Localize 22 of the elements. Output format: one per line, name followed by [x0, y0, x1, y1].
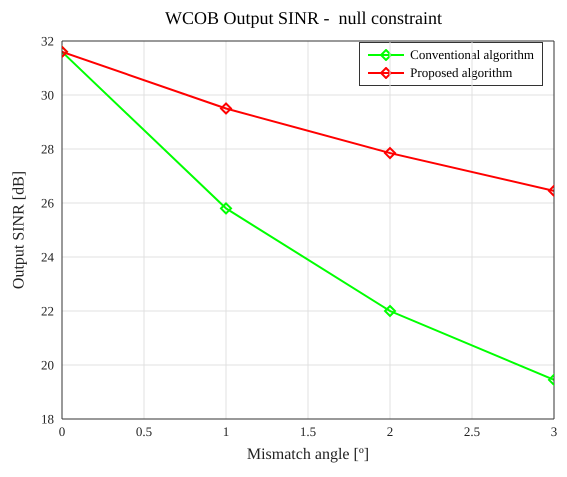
- point: [220, 202, 232, 214]
- y-tick-label: 18: [41, 412, 54, 427]
- y-tick-label: 24: [41, 250, 54, 265]
- x-tick-label: 1: [222, 424, 230, 440]
- x-tick-label: 0.5: [136, 424, 152, 440]
- legend-label: Conventional algorithm: [410, 46, 534, 64]
- x-tick-label: 2: [386, 424, 394, 440]
- x-tick-label: 1.5: [300, 424, 316, 440]
- y-tick-label: 26: [41, 196, 54, 211]
- y-tick-label: 22: [41, 304, 54, 319]
- x-tick-label: 3: [550, 424, 558, 440]
- y-axis-title: Output SINR [dB]: [10, 170, 28, 290]
- y-tick-label: 32: [41, 34, 54, 49]
- point: [384, 305, 396, 317]
- y-tick-label: 30: [41, 88, 54, 103]
- x-tick-label: 0: [58, 424, 66, 440]
- x-tick-label: 2.5: [464, 424, 480, 440]
- chart-title: WCOB Output SINR - null constraint: [164, 8, 443, 30]
- y-tick-label: 28: [41, 142, 54, 157]
- legend-label: Proposed algorithm: [410, 64, 512, 82]
- x-axis-title: Mismatch angle [º]: [246, 446, 370, 463]
- y-tick-label: 20: [41, 358, 54, 373]
